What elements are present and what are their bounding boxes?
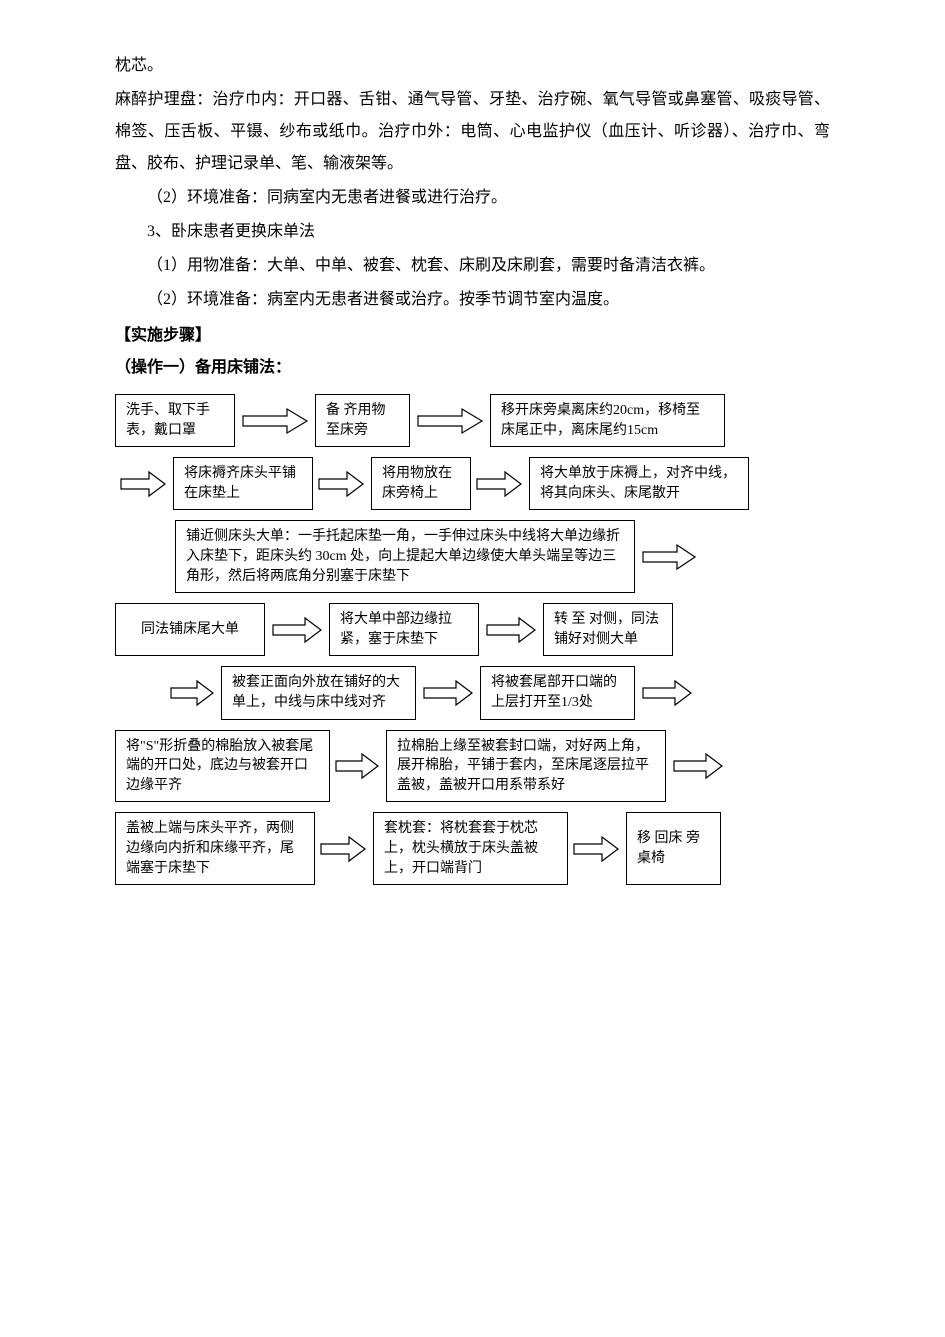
step-spread-foot: 同法铺床尾大单 (115, 603, 265, 656)
section-header-steps: 【实施步骤】 (115, 320, 830, 352)
arrow-icon (330, 730, 386, 803)
arrow-icon (313, 457, 371, 510)
text: 移开床旁桌离床约 (501, 403, 613, 418)
step-return-furniture: 移 回床 旁 桌椅 (626, 812, 721, 885)
fraction-1-3: 1/3 (561, 695, 579, 710)
arrow-icon (315, 812, 373, 885)
text: 将" (126, 739, 146, 754)
arrow-icon (635, 666, 699, 719)
step-place-cover: 被套正面向外放在铺好的大单上，中线与床中线对齐 (221, 666, 416, 719)
flow-row-5: 被套正面向外放在铺好的大单上，中线与床中线对齐 将被套尾部开口端的上层打开至1/… (115, 666, 830, 719)
para-item-3: 3、卧床患者更换床单法 (115, 216, 830, 248)
step-pull-batting: 拉棉胎上缘至被套封口端，对好两上角，展开棉胎，平铺于套内，至床尾逐层拉平盖被，盖… (386, 730, 666, 803)
step-wash-hands: 洗手、取下手表，戴口罩 (115, 394, 235, 447)
step-prepare-items: 备 齐用物至床旁 (315, 394, 410, 447)
para-pillow: 枕芯。 (115, 50, 830, 82)
flow-row-1: 洗手、取下手表，戴口罩 备 齐用物至床旁 移开床旁桌离床约20cm，移椅至床尾正… (115, 394, 830, 447)
step-tuck-middle: 将大单中部边缘拉紧，塞于床垫下 (329, 603, 479, 656)
arrow-icon (416, 666, 480, 719)
flow-row-4: 同法铺床尾大单 将大单中部边缘拉紧，塞于床垫下 转 至 对侧，同法铺好对侧大单 (115, 603, 830, 656)
step-other-side: 转 至 对侧，同法铺好对侧大单 (543, 603, 673, 656)
arrow-icon (471, 457, 529, 510)
step-s-fold-batting: 将"S"形折叠的棉胎放入被套尾端的开口处，底边与被套开口边缘平齐 (115, 730, 330, 803)
distance-15cm: 15cm (627, 423, 658, 438)
step-pillowcase: 套枕套：将枕套套于枕芯上，枕头横放于床头盖被上，开口端背门 (373, 812, 568, 885)
flowchart-operation-1: 洗手、取下手表，戴口罩 备 齐用物至床旁 移开床旁桌离床约20cm，移椅至床尾正… (115, 394, 830, 885)
step-open-cover-end: 将被套尾部开口端的上层打开至1/3处 (480, 666, 635, 719)
step-spread-mattress: 将床褥齐床头平铺在床垫上 (173, 457, 313, 510)
arrow-icon (410, 394, 490, 447)
text: 将被套尾部开口端的上层打开至 (491, 675, 617, 710)
distance-30cm: 30cm (316, 549, 347, 564)
arrow-icon (479, 603, 543, 656)
text: 处 (579, 695, 593, 710)
text: "形折叠的棉胎放入被套尾端的开口处，底边与被套开口边缘平齐 (126, 739, 313, 793)
para-env-prep-2: （2）环境准备：病室内无患者进餐或治疗。按季节调节室内温度。 (115, 284, 830, 316)
operation-1-title: （操作一）备用床铺法： (115, 352, 830, 384)
letter-s: S (146, 739, 154, 754)
para-anesthesia-tray: 麻醉护理盘：治疗巾内：开口器、舌钳、通气导管、牙垫、治疗碗、氧气导管或鼻塞管、吸… (115, 84, 830, 180)
flow-row-3: 铺近侧床头大单：一手托起床垫一角，一手伸过床头中线将大单边缘折入床垫下，距床头约… (115, 520, 830, 593)
arrow-icon (666, 730, 730, 803)
flow-row-2: 将床褥齐床头平铺在床垫上 将用物放在床旁椅上 将大单放于床褥上，对齐中线，将其向… (115, 457, 830, 510)
step-align-quilt: 盖被上端与床头平齐，两侧边缘向内折和床缘平齐，尾端塞于床垫下 (115, 812, 315, 885)
para-env-prep-1: （2）环境准备：同病室内无患者进餐或进行治疗。 (115, 182, 830, 214)
step-place-sheet: 将大单放于床褥上，对齐中线，将其向床头、床尾散开 (529, 457, 749, 510)
arrow-icon (568, 812, 626, 885)
arrow-icon (115, 457, 173, 510)
arrow-icon (265, 603, 329, 656)
distance-20cm: 20cm (613, 403, 644, 418)
flow-row-6: 将"S"形折叠的棉胎放入被套尾端的开口处，底边与被套开口边缘平齐 拉棉胎上缘至被… (115, 730, 830, 803)
flow-row-7: 盖被上端与床头平齐，两侧边缘向内折和床缘平齐，尾端塞于床垫下 套枕套：将枕套套于… (115, 812, 830, 885)
arrow-icon (635, 520, 703, 593)
step-place-items-chair: 将用物放在床旁椅上 (371, 457, 471, 510)
para-supply-prep: （1）用物准备：大单、中单、被套、枕套、床刷及床刷套，需要时备清洁衣裤。 (115, 250, 830, 282)
step-spread-near-head: 铺近侧床头大单：一手托起床垫一角，一手伸过床头中线将大单边缘折入床垫下，距床头约… (175, 520, 635, 593)
step-move-table: 移开床旁桌离床约20cm，移椅至床尾正中，离床尾约15cm (490, 394, 725, 447)
arrow-icon (235, 394, 315, 447)
arrow-icon (165, 666, 221, 719)
